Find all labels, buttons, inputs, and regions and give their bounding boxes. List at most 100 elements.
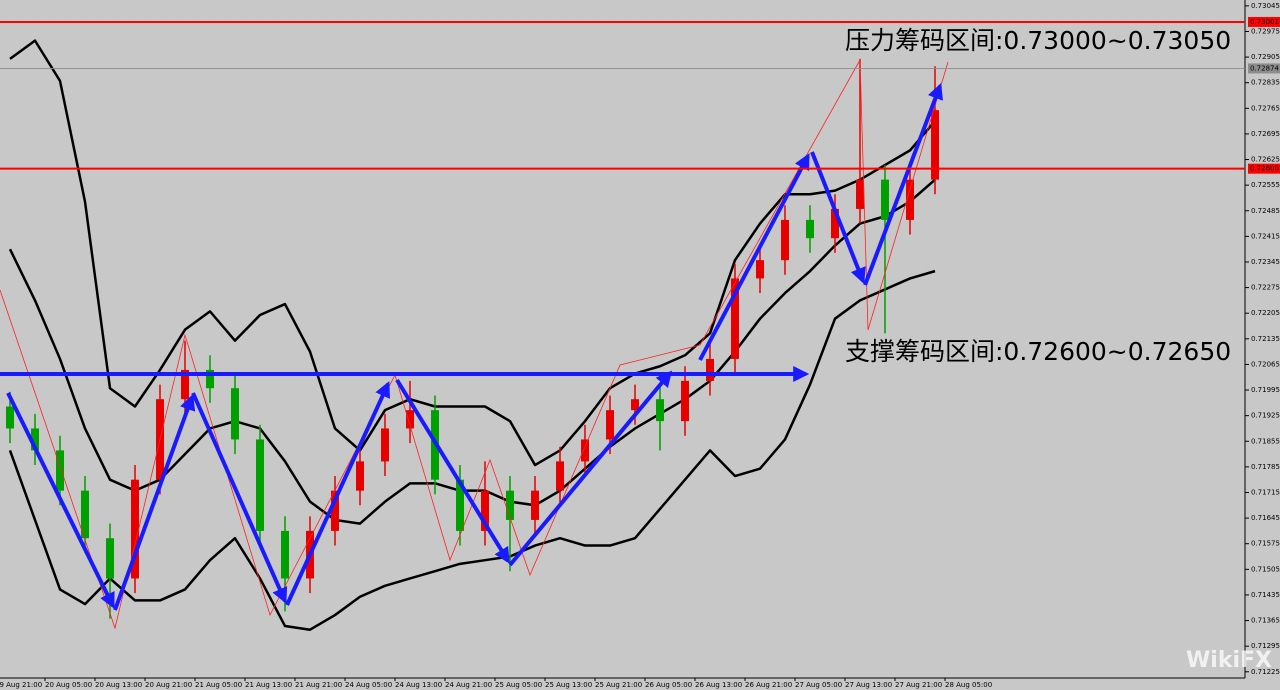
candle-body bbox=[381, 428, 389, 462]
candle-body bbox=[631, 399, 639, 411]
x-tick-label: 27 Aug 13:00 bbox=[845, 681, 892, 689]
y-tick-label: 0.72625 bbox=[1251, 156, 1280, 164]
y-tick-label: 0.71995 bbox=[1251, 386, 1280, 394]
annotation: 压力筹码区间:0.73000~0.73050 bbox=[845, 26, 1231, 55]
x-tick-label: 21 Aug 21:00 bbox=[295, 681, 342, 689]
band-line bbox=[9, 39, 936, 467]
candle-body bbox=[881, 179, 889, 220]
candle-body bbox=[756, 260, 764, 279]
candle-body bbox=[31, 428, 39, 451]
x-tick-label: 21 Aug 13:00 bbox=[245, 681, 292, 689]
y-tick-label: 0.72975 bbox=[1251, 27, 1280, 35]
candle-body bbox=[231, 388, 239, 440]
y-tick-label: 0.72135 bbox=[1251, 335, 1280, 343]
level-label: 0.72874 bbox=[1250, 64, 1279, 72]
x-tick-label: 25 Aug 21:00 bbox=[595, 681, 642, 689]
candle-body bbox=[506, 490, 514, 520]
candle-body bbox=[106, 538, 114, 579]
candle-body bbox=[731, 278, 739, 359]
level-label: 0.72600 bbox=[1250, 165, 1279, 173]
candle-body bbox=[481, 490, 489, 531]
candle-body bbox=[706, 358, 714, 381]
x-tick-label: 20 Aug 13:00 bbox=[95, 681, 142, 689]
candle-body bbox=[606, 410, 614, 440]
trend-arrow bbox=[863, 83, 943, 286]
y-tick-label: 0.71855 bbox=[1251, 437, 1280, 445]
level-label-box bbox=[1248, 163, 1280, 174]
x-tick-label: 24 Aug 21:00 bbox=[445, 681, 492, 689]
trend-arrow bbox=[6, 392, 115, 609]
y-tick-label: 0.73045 bbox=[1251, 2, 1280, 10]
y-tick-label: 0.72345 bbox=[1251, 258, 1280, 266]
candle-body bbox=[56, 450, 64, 491]
level-label-box bbox=[1248, 63, 1280, 74]
level-label-box bbox=[1248, 16, 1280, 27]
candle-body bbox=[781, 219, 789, 261]
x-tick-label: 21 Aug 05:00 bbox=[195, 681, 242, 689]
y-tick-label: 0.71295 bbox=[1251, 642, 1280, 650]
x-tick-label: 26 Aug 21:00 bbox=[745, 681, 792, 689]
trend-arrow bbox=[508, 370, 673, 567]
trend-arrow bbox=[698, 153, 810, 361]
candle-body bbox=[531, 490, 539, 520]
trend-arrows bbox=[0, 83, 943, 611]
candle-body bbox=[556, 461, 564, 491]
y-tick-label: 0.71925 bbox=[1251, 412, 1280, 420]
candle-body bbox=[256, 439, 264, 531]
candle-body bbox=[206, 369, 214, 389]
x-tick-label: 24 Aug 05:00 bbox=[345, 681, 392, 689]
x-tick-label: 27 Aug 05:00 bbox=[795, 681, 842, 689]
y-tick-label: 0.71435 bbox=[1251, 591, 1280, 599]
plot-area bbox=[6, 39, 939, 631]
x-tick-label: 20 Aug 21:00 bbox=[145, 681, 192, 689]
trend-arrow bbox=[113, 393, 196, 611]
x-tick-label: 28 Aug 05:00 bbox=[945, 681, 992, 689]
candle-body bbox=[281, 530, 289, 579]
analysis-drawings bbox=[0, 58, 949, 630]
y-tick-label: 0.71575 bbox=[1251, 540, 1280, 548]
y-tick-label: 0.72415 bbox=[1251, 232, 1280, 240]
candle-body bbox=[856, 179, 864, 209]
candle-body bbox=[581, 439, 589, 462]
trend-arrow bbox=[810, 151, 866, 284]
candle-body bbox=[356, 461, 364, 491]
candle-body bbox=[181, 369, 189, 400]
candle-body bbox=[81, 490, 89, 539]
watermark: WikiFX bbox=[1186, 648, 1272, 673]
candle-body bbox=[806, 219, 814, 239]
y-tick-label: 0.72485 bbox=[1251, 207, 1280, 215]
x-tick-label: 25 Aug 05:00 bbox=[495, 681, 542, 689]
y-tick-label: 0.72065 bbox=[1251, 360, 1280, 368]
level-label: 0.73001 bbox=[1250, 18, 1279, 26]
candle-body bbox=[656, 399, 664, 422]
candle-body bbox=[931, 110, 939, 180]
candle-body bbox=[6, 406, 14, 429]
y-tick-label: 0.72555 bbox=[1251, 181, 1280, 189]
y-tick-label: 0.71715 bbox=[1251, 488, 1280, 496]
candle-body bbox=[131, 479, 139, 579]
y-tick-label: 0.72835 bbox=[1251, 79, 1280, 87]
candle-body bbox=[831, 208, 839, 239]
y-tick-label: 0.71645 bbox=[1251, 514, 1280, 522]
candle-body bbox=[681, 380, 689, 422]
x-tick-label: 19 Aug 21:00 bbox=[0, 681, 42, 689]
x-tick-label: 26 Aug 13:00 bbox=[695, 681, 742, 689]
zigzag-line bbox=[0, 58, 949, 630]
y-tick-label: 0.72695 bbox=[1251, 130, 1280, 138]
y-tick-label: 0.71505 bbox=[1251, 565, 1280, 573]
x-tick-label: 27 Aug 21:00 bbox=[895, 681, 942, 689]
x-tick-label: 26 Aug 05:00 bbox=[645, 681, 692, 689]
y-tick-label: 0.72905 bbox=[1251, 53, 1280, 61]
trend-arrow bbox=[395, 378, 510, 564]
trend-arrow bbox=[191, 392, 288, 604]
x-tick-label: 24 Aug 13:00 bbox=[395, 681, 442, 689]
y-tick-label: 0.71785 bbox=[1251, 463, 1280, 471]
y-tick-label: 0.71225 bbox=[1251, 668, 1280, 676]
trend-arrow bbox=[285, 381, 390, 606]
y-tick-label: 0.71365 bbox=[1251, 617, 1280, 625]
candle-body bbox=[406, 410, 414, 429]
y-tick-label: 0.72765 bbox=[1251, 104, 1280, 112]
x-tick-label: 25 Aug 13:00 bbox=[545, 681, 592, 689]
